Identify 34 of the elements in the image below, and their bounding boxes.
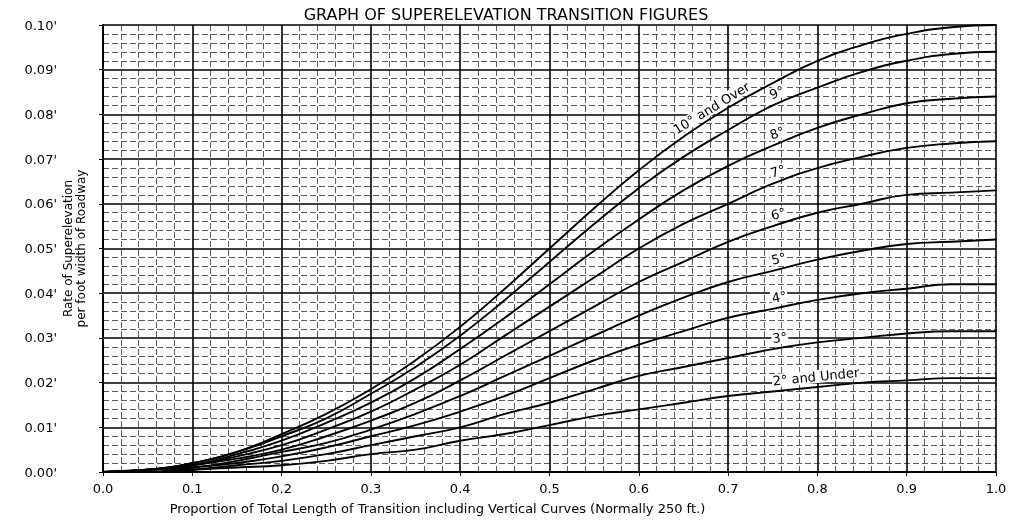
y-tick-label: 0.01' [24,419,57,435]
chart-title: GRAPH OF SUPERELEVATION TRANSITION FIGURES [303,4,709,24]
x-tick-label: 0.6 [628,481,650,496]
x-tick-label: 0.9 [896,481,918,496]
y-tick-label: 0.06' [24,196,57,212]
y-tick-label: 0.09' [24,62,57,78]
text: 3° [771,329,789,346]
text: 9° [767,83,787,103]
y-tick-label: 0.03' [24,330,57,346]
x-tick-label: 0.2 [271,481,292,496]
y-tick-label: 0.02' [24,375,57,391]
y-tick-label: 0.10' [24,17,57,33]
text: 7° [768,161,787,181]
x-axis-title: Proportion of Total Length of Transition including Vertical Curves (Normally 250 ft.) [169,501,706,516]
text: 4° [770,288,788,306]
x-tick-label: 0.7 [717,481,739,496]
text: 6° [769,204,788,223]
y-tick-label: 0.05' [24,241,57,256]
y-tick-label: 0.00' [24,464,57,480]
x-tick-label: 0.8 [807,481,828,496]
x-tick-label: 0.1 [181,481,203,496]
text: 5° [769,249,788,268]
x-tick-label: 0.5 [539,481,560,496]
x-tick-label: 0.0 [92,481,114,496]
x-tick-label: 1.0 [985,481,1007,496]
x-tick-label: 0.3 [360,481,382,496]
y-tick-label: 0.04' [24,285,57,301]
text: 8° [767,123,787,143]
y-tick-label: 0.08' [24,106,57,122]
text: 10° and Over [670,78,754,138]
text: 2° and Under [771,364,861,389]
y-tick-label: 0.07' [24,151,57,167]
y-axis-title: Rate of Superelevation per foot width of Roadway [60,169,88,328]
x-tick-label: 0.4 [449,481,471,496]
